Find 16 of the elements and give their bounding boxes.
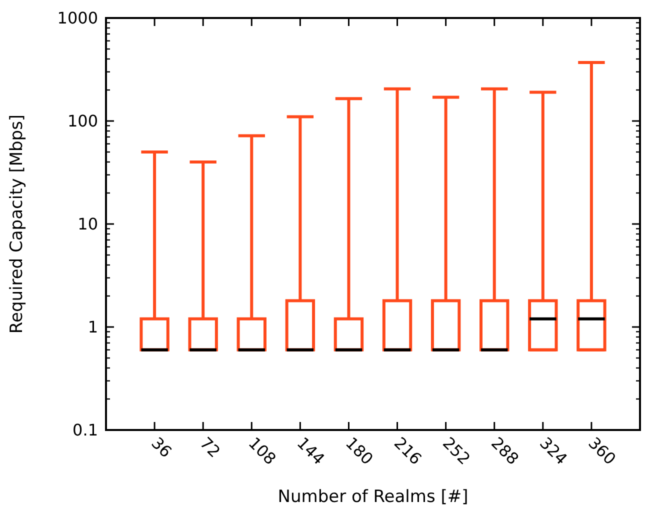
- y-tick-label: 0.1: [72, 420, 98, 440]
- x-axis-title: Number of Realms [#]: [278, 487, 468, 507]
- x-tick-label: 324: [536, 433, 572, 468]
- x-tick-label: 108: [244, 433, 280, 468]
- x-tick-label: 36: [148, 433, 176, 462]
- y-tick-label: 1000: [57, 8, 98, 28]
- x-tick-label: 144: [293, 433, 328, 468]
- x-tick-label: 288: [488, 433, 523, 468]
- y-axis-title: Required Capacity [Mbps]: [7, 114, 27, 334]
- x-tick-label: 360: [584, 433, 620, 468]
- y-tick-label: 100: [67, 112, 98, 131]
- x-tick-label: 72: [196, 433, 224, 462]
- x-tick-label: 180: [342, 433, 377, 468]
- y-tick-label: 10: [78, 214, 98, 234]
- y-tick-label: 1: [88, 318, 98, 337]
- x-tick-label: 216: [390, 433, 426, 468]
